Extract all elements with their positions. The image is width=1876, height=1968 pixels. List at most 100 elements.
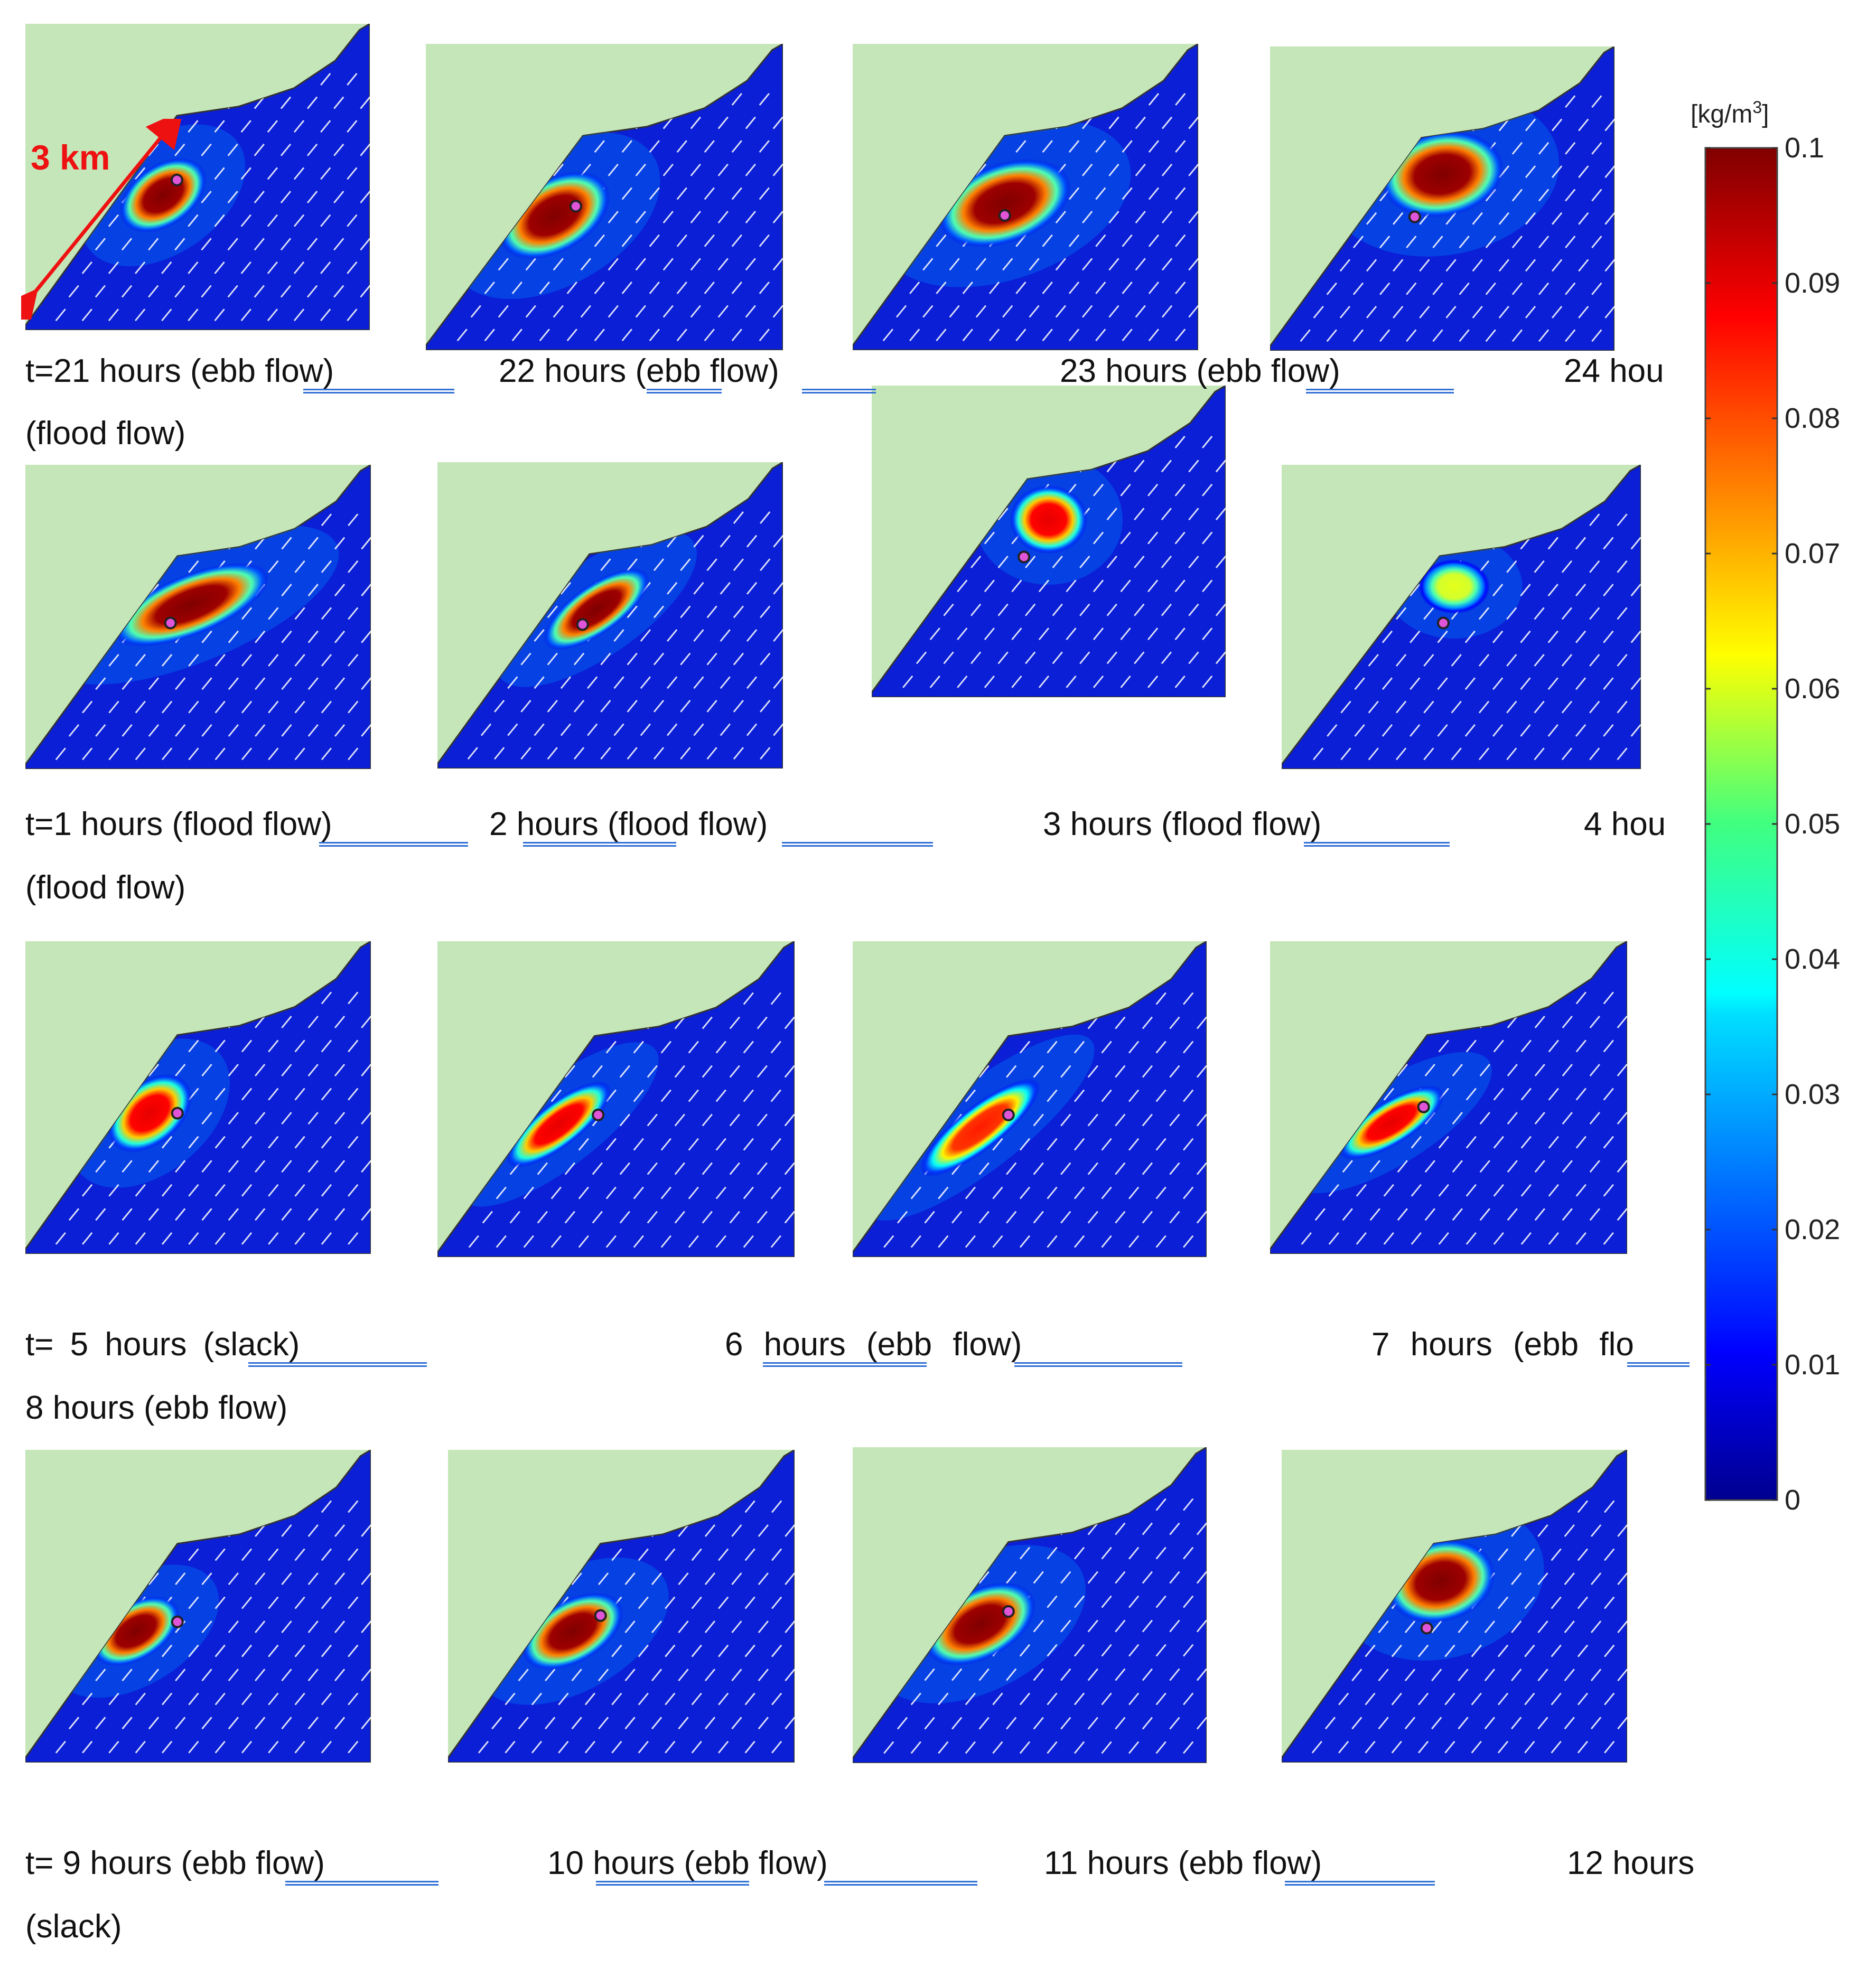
velocity-arrow [1578, 118, 1589, 132]
velocity-arrow [758, 1717, 769, 1730]
velocity-arrow [1498, 259, 1509, 272]
velocity-arrow [1101, 1547, 1112, 1560]
velocity-arrow [1161, 555, 1172, 568]
velocity-arrow [268, 1088, 279, 1101]
velocity-arrow [785, 1572, 795, 1585]
velocity-arrow [690, 116, 701, 129]
velocity-arrow [1196, 1619, 1207, 1633]
velocity-arrow [1169, 1619, 1180, 1633]
velocity-arrow [1101, 1041, 1112, 1054]
velocity-arrow [1128, 1041, 1140, 1054]
velocity-arrow [268, 560, 279, 573]
velocity-arrow [720, 723, 731, 736]
velocity-arrow [214, 167, 225, 180]
velocity-arrow [306, 285, 318, 298]
velocity-arrow [1052, 651, 1063, 664]
velocity-arrow [188, 1596, 199, 1609]
velocity-arrow [1604, 1500, 1615, 1513]
velocity-arrow [667, 676, 678, 689]
velocity-arrow [1497, 1740, 1509, 1754]
velocity-arrow [348, 1644, 359, 1657]
velocity-arrow [674, 1211, 685, 1224]
velocity-arrow [1101, 1138, 1112, 1151]
velocity-arrow [361, 1572, 371, 1585]
velocity-arrow [334, 1669, 346, 1682]
velocity-arrow [1383, 1184, 1394, 1197]
velocity-arrow [361, 537, 371, 550]
velocity-arrow [1562, 1208, 1573, 1221]
velocity-arrow [600, 652, 611, 666]
velocity-arrow [228, 677, 239, 690]
velocity-arrow [1575, 1088, 1586, 1101]
panel-t3 [872, 386, 1226, 697]
velocity-arrow [1419, 306, 1430, 318]
water-area [25, 941, 371, 1254]
velocity-arrow [965, 1692, 976, 1705]
velocity-arrow [201, 1160, 212, 1173]
velocity-arrow [1507, 1064, 1518, 1076]
velocity-arrow [255, 1112, 266, 1125]
velocity-arrow [1047, 1089, 1058, 1102]
velocity-arrow [693, 676, 704, 689]
velocity-arrow [1478, 607, 1490, 620]
velocity-arrow [320, 167, 331, 180]
velocity-arrow [1128, 1644, 1140, 1657]
velocity-arrow [1578, 212, 1589, 225]
velocity-arrow [733, 511, 744, 524]
velocity-arrow [1183, 1186, 1194, 1199]
velocity-arrow [1561, 560, 1573, 573]
velocity-arrow [965, 1741, 976, 1754]
velocity-arrow [1142, 1717, 1153, 1730]
velocity-arrow [1174, 531, 1186, 545]
velocity-arrow [1617, 654, 1628, 667]
velocity-arrow [214, 1088, 226, 1101]
velocity-arrow [255, 1669, 266, 1682]
velocity-arrow [228, 1620, 239, 1634]
velocity-arrow [1452, 1112, 1463, 1125]
velocity-arrow [1391, 1644, 1402, 1657]
velocity-arrow [1506, 747, 1517, 761]
velocity-arrow [1196, 1522, 1207, 1535]
velocity-arrow [706, 558, 717, 571]
velocity-arrow [1055, 305, 1067, 318]
velocity-arrow [718, 1692, 729, 1705]
velocity-arrow [785, 1620, 795, 1634]
velocity-arrow [188, 1548, 199, 1561]
velocity-arrow [320, 261, 331, 274]
velocity-arrow [1382, 677, 1393, 690]
velocity-arrow [214, 1039, 226, 1053]
velocity-arrow [320, 214, 331, 227]
velocity-arrow [348, 1692, 359, 1705]
velocity-arrow [1042, 234, 1053, 247]
velocity-arrow [678, 1572, 689, 1585]
velocity-arrow [691, 1740, 702, 1754]
velocity-arrow [294, 1039, 305, 1053]
velocity-arrow [970, 651, 982, 664]
velocity-arrow [1338, 1692, 1349, 1705]
velocity-arrow [613, 676, 624, 689]
velocity-arrow [1565, 95, 1576, 108]
velocity-arrow [1155, 1595, 1166, 1608]
velocity-arrow [745, 163, 756, 176]
velocity-arrow [1525, 118, 1536, 132]
velocity-arrow [1604, 1740, 1615, 1754]
water-area [1282, 465, 1641, 769]
velocity-arrow [1534, 747, 1545, 761]
velocity-arrow [1404, 1717, 1416, 1730]
velocity-arrow [1404, 1669, 1416, 1682]
velocity-arrow [334, 724, 346, 737]
velocity-arrow [1564, 1524, 1575, 1537]
velocity-arrow [702, 1162, 713, 1175]
velocity-arrow [281, 584, 292, 597]
velocity-arrow [361, 1524, 371, 1537]
velocity-arrow [348, 607, 359, 620]
velocity-arrow [566, 329, 577, 342]
velocity-arrow [965, 1235, 976, 1248]
velocity-arrow [1391, 1692, 1402, 1705]
velocity-arrow [1411, 1232, 1422, 1245]
velocity-arrow [770, 1186, 781, 1199]
velocity-arrow [1466, 1136, 1477, 1149]
panel-t24 [1270, 46, 1614, 351]
velocity-arrow [560, 582, 572, 595]
velocity-arrow [534, 629, 545, 642]
